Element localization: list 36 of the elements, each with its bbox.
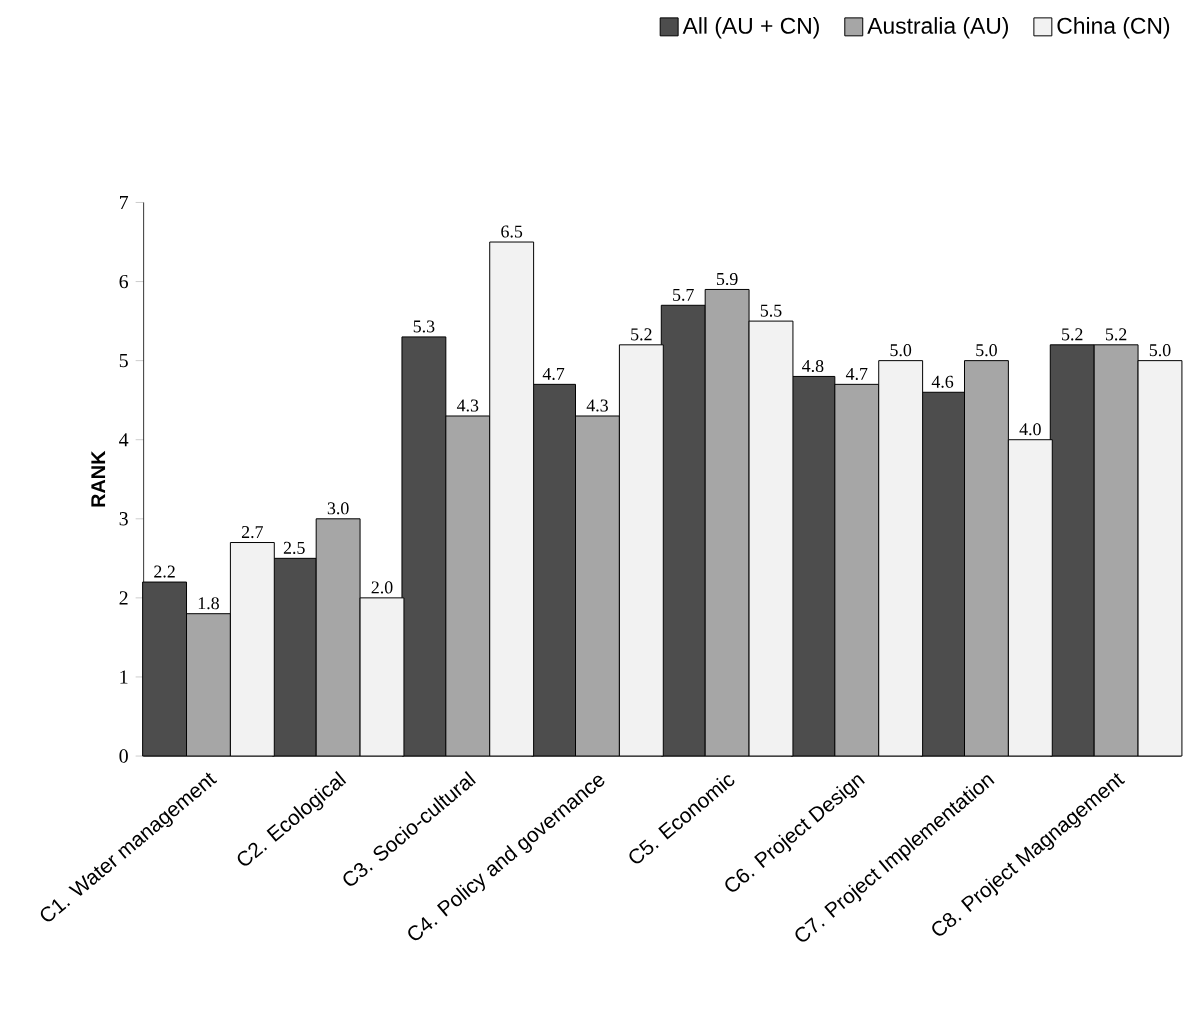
data-label: 4.6 (931, 375, 954, 388)
data-label: 5.2 (1062, 328, 1083, 341)
y-tick-label: 4 (119, 432, 129, 447)
data-label: 5.7 (673, 288, 694, 301)
data-label: 3.0 (327, 502, 349, 515)
data-label: 5.2 (1105, 328, 1127, 341)
y-tick-label: 7 (120, 195, 129, 209)
data-label: 2.7 (241, 525, 263, 538)
data-label: 4.0 (1019, 423, 1041, 436)
data-label: 1.8 (198, 596, 219, 610)
data-label: 4.3 (586, 399, 608, 412)
y-tick-label: 6 (119, 274, 129, 289)
data-label: 5.5 (760, 304, 782, 317)
y-tick-label: 3 (119, 511, 128, 526)
data-label: 2.5 (283, 541, 305, 554)
data-label: 2.2 (154, 565, 175, 578)
data-label: 4.7 (845, 367, 868, 380)
y-axis-title: RANK (91, 450, 106, 507)
data-label: 5.0 (976, 343, 997, 357)
data-label: 5.3 (413, 320, 435, 333)
data-label: 4.8 (802, 359, 824, 372)
data-label: 2.0 (371, 581, 393, 594)
data-label: 5.0 (1149, 343, 1171, 357)
data-label: 6.5 (501, 225, 523, 238)
data-label: 5.0 (890, 343, 912, 357)
legend-label: China (CN) (1057, 16, 1170, 39)
y-tick-label: 1 (120, 670, 128, 684)
legend-label: All (AU + CN) (682, 16, 819, 39)
data-label: 4.7 (542, 367, 565, 380)
data-label: 4.3 (456, 399, 479, 412)
y-tick-label: 2 (119, 591, 128, 605)
y-tick-label: 0 (119, 749, 128, 763)
y-tick-label: 5 (119, 353, 128, 368)
legend-label: Australia (AU) (867, 16, 1009, 39)
data-label: 5.2 (631, 328, 652, 341)
data-label: 5.9 (716, 272, 738, 285)
